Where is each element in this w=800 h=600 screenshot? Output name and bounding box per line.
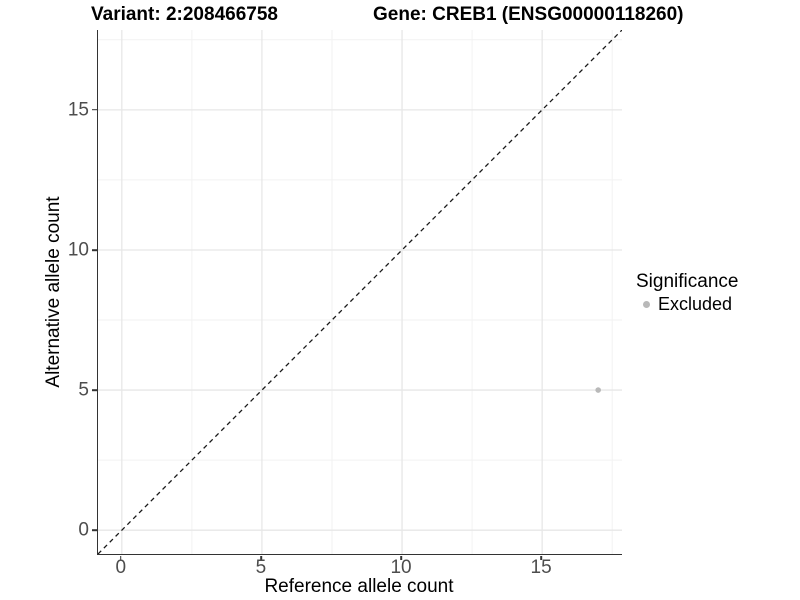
y-tick-label: 0 xyxy=(78,519,89,541)
y-tick-label: 15 xyxy=(67,99,89,121)
identity-dashed-line xyxy=(98,30,622,554)
legend-point-icon xyxy=(643,300,650,308)
y-tick-mark xyxy=(92,529,97,531)
x-tick-label: 0 xyxy=(115,557,127,578)
legend-items: Excluded xyxy=(636,295,738,314)
y-tick-mark xyxy=(92,389,97,391)
y-tick-label: 5 xyxy=(78,379,89,401)
legend-item: Excluded xyxy=(636,295,738,314)
x-tick-label: 15 xyxy=(530,557,552,578)
x-tick-mark xyxy=(260,555,262,560)
y-axis-title: Alternative allele count xyxy=(43,196,64,388)
legend-item-label: Excluded xyxy=(658,293,733,314)
y-tick-mark xyxy=(92,109,97,111)
plot-area-svg xyxy=(98,30,622,554)
x-tick-mark xyxy=(540,555,542,560)
x-tick-label: 5 xyxy=(255,557,267,578)
x-axis-title: Reference allele count xyxy=(264,576,454,597)
x-tick-mark xyxy=(120,555,122,560)
variant-title: Variant: 2:208466758 xyxy=(91,4,278,25)
y-tick-label: 10 xyxy=(67,239,89,261)
legend-title: Significance xyxy=(636,271,739,292)
legend: Significance Excluded xyxy=(636,272,738,314)
x-tick-mark xyxy=(400,555,402,560)
plot-panel xyxy=(97,30,622,555)
data-point xyxy=(595,387,601,393)
gene-title: Gene: CREB1 (ENSG00000118260) xyxy=(373,4,684,25)
x-tick-label: 10 xyxy=(390,557,412,578)
y-tick-mark xyxy=(92,249,97,251)
